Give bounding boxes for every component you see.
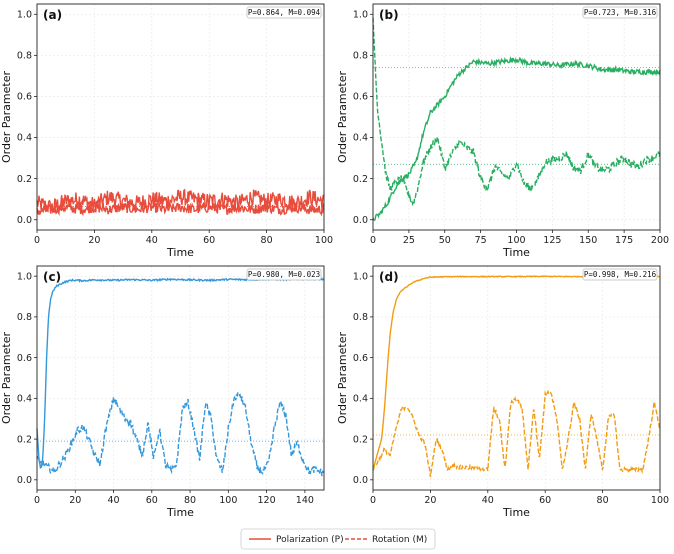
- y-tick-label: 1.0: [353, 271, 368, 282]
- rotation-series-line: [372, 389, 661, 478]
- y-tick-label: 1.0: [353, 9, 368, 20]
- y-tick-label: 0.8: [353, 312, 368, 323]
- panel-2: 0.0 0.2 0.4 0.6 0.8 1.0 0 25 50 75 100 125 150 175 200…: [336, 3, 669, 259]
- panel-label: (b): [379, 8, 399, 22]
- y-tick-label: 0.6: [353, 92, 368, 103]
- x-tick-label: 125: [543, 235, 561, 246]
- x-tick-label: 40: [146, 235, 158, 246]
- stats-text: P=0.723, M=0.316: [584, 8, 657, 17]
- y-tick-label: 0.2: [17, 434, 32, 445]
- x-tick-label: 60: [203, 235, 215, 246]
- y-tick-label: 0.6: [353, 353, 368, 364]
- legend: Polarization (P) Rotation (M): [240, 528, 436, 550]
- x-tick-label: 80: [597, 495, 609, 506]
- y-axis-label: Order Parameter: [0, 71, 13, 163]
- panel-label: (d): [379, 270, 399, 284]
- x-tick-label: 50: [439, 235, 451, 246]
- y-axis-label: Order Parameter: [336, 332, 349, 424]
- y-tick-label: 0.2: [353, 174, 368, 185]
- x-tick-label: 80: [261, 235, 273, 246]
- y-tick-label: 0.8: [17, 51, 32, 62]
- y-axis-label: Order Parameter: [336, 71, 349, 163]
- rotation-series-line: [36, 392, 325, 477]
- panel-4: 0.0 0.2 0.4 0.6 0.8 1.0 0 20 40 60 80 100 Time Order …: [336, 265, 669, 519]
- x-tick-label: 100: [315, 235, 333, 246]
- panel-label: (c): [43, 270, 61, 284]
- x-axis-label: Time: [502, 506, 530, 519]
- y-tick-label: 1.0: [17, 9, 32, 20]
- x-tick-label: 100: [651, 495, 669, 506]
- y-tick-label: 0.0: [17, 475, 32, 486]
- y-tick-label: 0.0: [353, 475, 368, 486]
- x-tick-label: 60: [146, 495, 158, 506]
- y-tick-label: 0.6: [17, 92, 32, 103]
- x-tick-label: 0: [34, 495, 40, 506]
- x-axis-label: Time: [166, 506, 194, 519]
- x-tick-label: 0: [370, 495, 376, 506]
- polarization-series-line: [372, 275, 661, 470]
- y-axis-label: Order Parameter: [0, 332, 13, 424]
- x-tick-label: 200: [651, 235, 669, 246]
- stats-text: P=0.998, M=0.216: [584, 270, 657, 279]
- x-tick-label: 150: [579, 235, 597, 246]
- x-tick-label: 0: [370, 235, 376, 246]
- y-tick-label: 0.0: [353, 215, 368, 226]
- x-tick-label: 80: [184, 495, 196, 506]
- panel-label: (a): [43, 8, 62, 22]
- y-tick-label: 0.4: [353, 133, 368, 144]
- x-tick-label: 100: [219, 495, 237, 506]
- legend-label-2: Rotation (M): [372, 535, 427, 545]
- x-axis-label: Time: [166, 246, 194, 259]
- x-tick-label: 100: [507, 235, 525, 246]
- y-tick-label: 0.0: [17, 215, 32, 226]
- panel-3: 0.0 0.2 0.4 0.6 0.8 1.0 0 20 40 60 80 100 120 140 Time…: [0, 265, 325, 519]
- x-tick-label: 20: [69, 495, 81, 506]
- x-tick-label: 120: [258, 495, 276, 506]
- y-tick-label: 0.2: [17, 174, 32, 185]
- x-tick-label: 0: [34, 235, 40, 246]
- stats-text: P=0.980, M=0.023: [248, 270, 320, 279]
- stats-box: [582, 268, 658, 281]
- y-tick-label: 0.2: [353, 434, 368, 445]
- stats-box: [246, 6, 322, 19]
- x-tick-label: 40: [482, 495, 494, 506]
- y-tick-label: 0.4: [17, 394, 32, 405]
- x-tick-label: 175: [615, 235, 633, 246]
- polarization-series-line: [372, 55, 661, 221]
- legend-box: [240, 528, 436, 550]
- y-tick-label: 0.4: [353, 394, 368, 405]
- axes-frame: [36, 3, 325, 231]
- panel-1: 0.0 0.2 0.4 0.6 0.8 1.0 0 20 40 60 80 100 Time Order …: [0, 3, 333, 259]
- x-tick-label: 60: [539, 495, 551, 506]
- x-tick-label: 40: [107, 495, 119, 506]
- polarization-series-line: [36, 201, 325, 217]
- polarization-series-line: [36, 188, 325, 214]
- y-tick-label: 0.8: [17, 312, 32, 323]
- rotation-series-line: [372, 17, 661, 207]
- x-tick-label: 20: [424, 495, 436, 506]
- y-tick-label: 0.4: [17, 133, 32, 144]
- y-tick-label: 0.6: [17, 353, 32, 364]
- polarization-series-line: [36, 277, 325, 469]
- stats-box: [246, 268, 322, 281]
- stats-box: [582, 6, 658, 19]
- y-tick-label: 0.8: [353, 51, 368, 62]
- x-tick-label: 75: [475, 235, 487, 246]
- axes-frame: [372, 265, 661, 491]
- x-tick-label: 140: [296, 495, 314, 506]
- x-axis-label: Time: [502, 246, 530, 259]
- y-tick-label: 1.0: [17, 271, 32, 282]
- x-tick-label: 20: [88, 235, 100, 246]
- x-tick-label: 25: [403, 235, 415, 246]
- axes-frame: [36, 265, 325, 491]
- legend-label-1: Polarization (P): [276, 535, 344, 545]
- stats-text: P=0.864, M=0.094: [248, 8, 321, 17]
